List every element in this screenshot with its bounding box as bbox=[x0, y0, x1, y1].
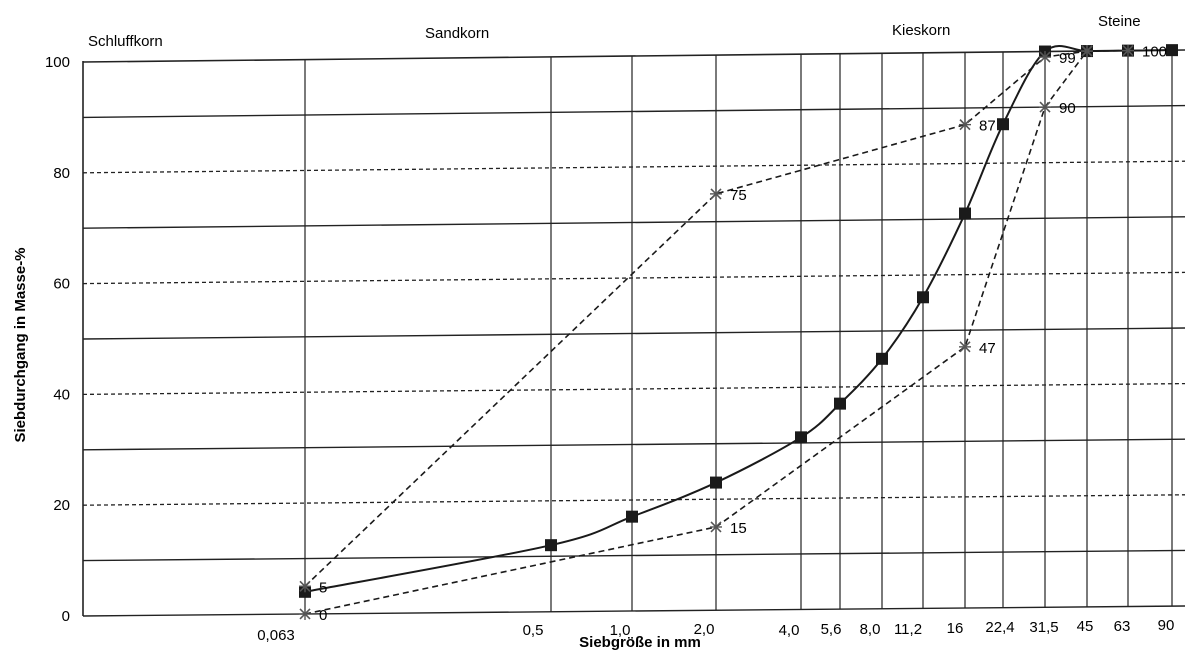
series-0-point-5 bbox=[834, 397, 846, 410]
series-0-point-13 bbox=[1166, 44, 1178, 57]
x-tick-label-10: 31,5 bbox=[1029, 619, 1058, 636]
x-tick-label-7: 11,2 bbox=[894, 621, 922, 638]
h-gridline-40 bbox=[82, 382, 1186, 396]
x-tick-label-5: 5,6 bbox=[821, 621, 842, 638]
series-2-data-label-2: 47 bbox=[979, 340, 996, 357]
series-0-point-8 bbox=[959, 207, 971, 220]
grid bbox=[82, 49, 1186, 617]
series-0-point-2 bbox=[626, 510, 638, 523]
h-gridline-60 bbox=[82, 271, 1186, 285]
h-gridline-70 bbox=[82, 216, 1186, 229]
x-tick-label-1: 0,5 bbox=[523, 622, 544, 639]
series-1-point-2 bbox=[959, 118, 971, 131]
y-tick-label-100: 100 bbox=[45, 54, 70, 71]
h-gridline-0 bbox=[82, 605, 1186, 617]
series-1-point-5 bbox=[1122, 44, 1134, 57]
series-2-line bbox=[304, 50, 1088, 615]
x-tick-label-12: 63 bbox=[1114, 618, 1131, 635]
x-tick-label-11: 45 bbox=[1077, 618, 1094, 635]
series-layer bbox=[299, 44, 1178, 620]
series-2-point-2 bbox=[959, 340, 971, 353]
series-0-point-3 bbox=[710, 476, 722, 489]
h-gridline-30 bbox=[82, 438, 1186, 451]
series-1-data-label-1: 75 bbox=[730, 187, 747, 204]
series-0-point-1 bbox=[545, 539, 557, 552]
series-0-point-4 bbox=[795, 431, 807, 444]
series-1-data-label-2: 87 bbox=[979, 118, 996, 135]
x-tick-label-2: 1,0 bbox=[610, 622, 631, 639]
series-2-point-4 bbox=[1081, 45, 1093, 58]
h-gridline-50 bbox=[82, 327, 1186, 340]
series-1-data-label-0: 5 bbox=[319, 579, 327, 596]
h-gridline-10 bbox=[82, 549, 1186, 562]
series-0-line bbox=[304, 45, 1173, 593]
series-0-point-6 bbox=[876, 352, 888, 365]
region-label-sandkorn: Sandkorn bbox=[425, 25, 489, 42]
series-0-point-9 bbox=[997, 118, 1009, 131]
x-tick-label-6: 8,0 bbox=[860, 621, 881, 638]
x-tick-label-13: 90 bbox=[1158, 617, 1175, 634]
y-tick-label-40: 40 bbox=[53, 386, 70, 403]
y-axis-title: Siebdurchgang in Masse-% bbox=[12, 247, 29, 442]
x-tick-label-8: 16 bbox=[947, 620, 964, 637]
x-tick-label-3: 2,0 bbox=[694, 621, 715, 638]
x-tick-label-9: 22,4 bbox=[985, 619, 1014, 636]
series-1-point-3 bbox=[1039, 51, 1051, 64]
y-tick-label-60: 60 bbox=[53, 276, 70, 293]
series-0-point-7 bbox=[917, 291, 929, 304]
x-tick-label-0: 0,063 bbox=[257, 627, 295, 644]
series-1-point-1 bbox=[710, 187, 722, 200]
series-2-data-label-0: 0 bbox=[319, 607, 327, 624]
h-gridline-90 bbox=[82, 104, 1186, 119]
series-2-point-0 bbox=[299, 607, 311, 620]
y-tick-label-80: 80 bbox=[53, 165, 70, 182]
series-1-point-0 bbox=[299, 580, 311, 593]
series-2-data-label-1: 15 bbox=[730, 520, 747, 537]
h-gridline-100 bbox=[82, 49, 1186, 63]
series-1-line bbox=[304, 49, 1129, 587]
region-label-schluffkorn: Schluffkorn bbox=[88, 33, 163, 50]
series-1-data-label-3: 99 bbox=[1059, 50, 1076, 67]
y-tick-label-0: 0 bbox=[62, 608, 70, 625]
series-2-point-3 bbox=[1039, 101, 1051, 114]
labels-layer: 0 20 40 60 80 100 0,063 0,5 1,0 2,0 4,0 5,6 8,0 11,2 1… bbox=[45, 44, 1174, 644]
region-label-steine: Steine bbox=[1098, 13, 1141, 30]
region-label-kieskorn: Kieskorn bbox=[892, 22, 950, 39]
h-gridline-20 bbox=[82, 494, 1186, 506]
x-axis-title: Siebgröße in mm bbox=[579, 634, 701, 650]
series-2-data-label-3: 90 bbox=[1059, 100, 1076, 117]
h-gridline-80 bbox=[82, 160, 1186, 174]
x-tick-label-4: 4,0 bbox=[779, 622, 800, 639]
series-1-data-label-5: 100 bbox=[1142, 44, 1167, 61]
y-tick-label-20: 20 bbox=[53, 497, 70, 514]
series-2-point-1 bbox=[710, 520, 722, 533]
